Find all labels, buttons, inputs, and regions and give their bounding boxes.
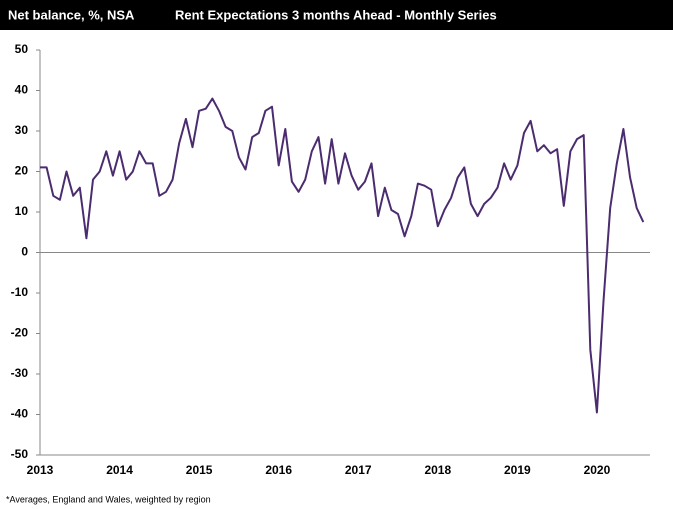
y-tick-label: 40 [15,83,29,97]
y-tick-label: 20 [15,164,29,178]
footnote: *Averages, England and Wales, weighted b… [6,494,211,504]
x-tick-label: 2020 [584,463,611,477]
y-tick-label: 10 [15,204,29,218]
y-tick-label: -50 [11,447,29,461]
chart-title: Rent Expectations 3 months Ahead - Month… [175,7,497,22]
y-tick-label: -30 [11,366,29,380]
y-tick-label: -20 [11,326,29,340]
y-tick-label: -40 [11,407,29,421]
x-tick-label: 2016 [265,463,292,477]
x-tick-label: 2015 [186,463,213,477]
x-tick-label: 2017 [345,463,372,477]
header-bar [0,0,673,30]
x-tick-label: 2014 [106,463,133,477]
x-tick-label: 2019 [504,463,531,477]
y-axis-label: Net balance, %, NSA [8,7,135,22]
y-tick-label: 50 [15,42,29,56]
y-tick-label: 30 [15,123,29,137]
line-series [40,97,645,414]
x-tick-label: 2013 [27,463,54,477]
x-tick-label: 2018 [424,463,451,477]
y-tick-label: 0 [21,245,28,259]
y-tick-label: -10 [11,285,29,299]
